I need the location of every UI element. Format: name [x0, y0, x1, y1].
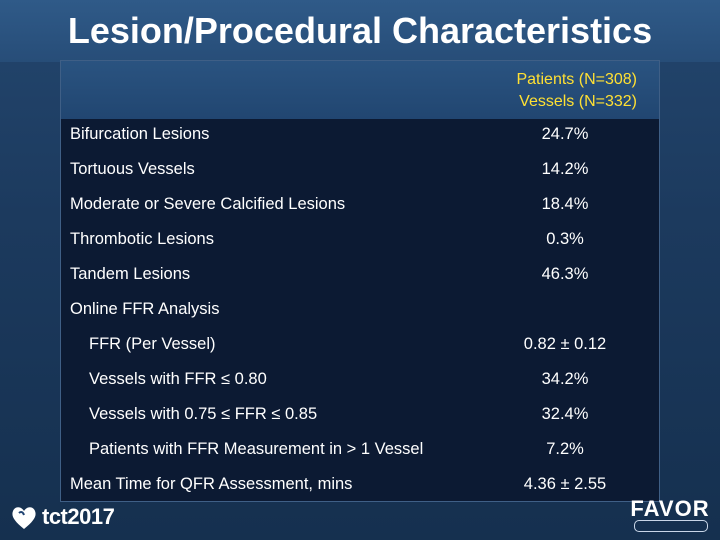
table-header: Patients (N=308) Vessels (N=332): [61, 61, 659, 119]
favor-logo: FAVOR: [628, 494, 712, 534]
row-label: FFR (Per Vessel): [89, 335, 216, 353]
title-bar: Lesion/Procedural Characteristics: [0, 0, 720, 62]
row-label: Patients with FFR Measurement in > 1 Ves…: [89, 440, 424, 458]
row-value: 14.2%: [541, 160, 589, 178]
table-row: FFR (Per Vessel) 0.82 ± 0.12: [61, 329, 659, 364]
header-vessels: Vessels (N=332): [519, 93, 637, 110]
table-row: Patients with FFR Measurement in > 1 Ves…: [61, 434, 659, 469]
row-value: 46.3%: [541, 265, 589, 283]
characteristics-table: Patients (N=308) Vessels (N=332) Bifurca…: [60, 60, 660, 502]
tct-logo: tct2017: [10, 500, 130, 532]
table-row: Vessels with 0.75 ≤ FFR ≤ 0.85 32.4%: [61, 399, 659, 434]
table-row: Moderate or Severe Calcified Lesions 18.…: [61, 189, 659, 224]
header-patients: Patients (N=308): [516, 71, 637, 88]
row-label: Moderate or Severe Calcified Lesions: [70, 195, 346, 213]
row-value: 0.3%: [546, 230, 584, 248]
row-label: Thrombotic Lesions: [70, 230, 214, 248]
row-label: Mean Time for QFR Assessment, mins: [70, 475, 353, 493]
section-label: Online FFR Analysis: [70, 300, 220, 318]
row-label: Vessels with FFR ≤ 0.80: [89, 370, 267, 388]
table-row: Bifurcation Lesions 24.7%: [61, 119, 659, 154]
row-value: 4.36 ± 2.55: [523, 475, 607, 493]
row-value: 32.4%: [541, 405, 589, 423]
row-label: Vessels with 0.75 ≤ FFR ≤ 0.85: [89, 405, 318, 423]
row-value: 34.2%: [541, 370, 589, 388]
row-label: Tandem Lesions: [70, 265, 191, 283]
favor-logo-text: FAVOR: [630, 496, 710, 521]
tct-logo-text: tct2017: [42, 504, 115, 529]
table-row: Tortuous Vessels 14.2%: [61, 154, 659, 189]
favor-logo-subtext: [634, 520, 708, 532]
slide-title: Lesion/Procedural Characteristics: [67, 10, 653, 51]
table-row: Thrombotic Lesions 0.3%: [61, 224, 659, 259]
row-value: 7.2%: [546, 440, 584, 458]
row-value: 24.7%: [541, 125, 589, 143]
table-row: Vessels with FFR ≤ 0.80 34.2%: [61, 364, 659, 399]
row-value: 18.4%: [541, 195, 589, 213]
heart-icon: [12, 507, 36, 529]
section-row: Online FFR Analysis: [61, 294, 659, 329]
row-label: Bifurcation Lesions: [70, 125, 210, 143]
row-value: 0.82 ± 0.12: [523, 335, 607, 353]
table-row: Tandem Lesions 46.3%: [61, 259, 659, 294]
table-row: Mean Time for QFR Assessment, mins 4.36 …: [61, 469, 659, 504]
row-label: Tortuous Vessels: [70, 160, 195, 178]
